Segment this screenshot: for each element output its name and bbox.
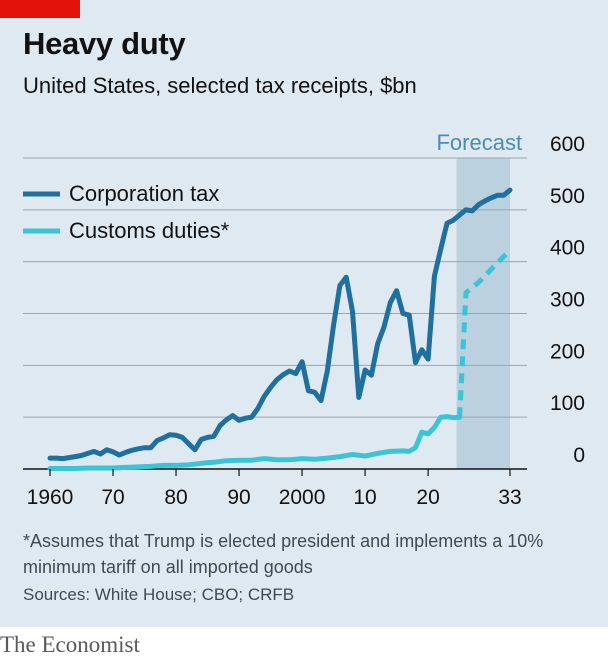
- x-tick-label-1960: 1960: [27, 486, 74, 509]
- footnote: *Assumes that Trump is elected president…: [23, 531, 544, 577]
- y-tick-label-200: 200: [550, 340, 585, 363]
- series-line-1-history: [47, 414, 463, 471]
- line-chart: Forecast 0 100 200 300 400 500 600 1960 70 80 90 20…: [23, 130, 585, 509]
- chart-card: Heavy duty United States, selected tax r…: [0, 0, 608, 627]
- series-line-0-history: [47, 212, 463, 462]
- y-tick-label-600: 600: [550, 133, 585, 156]
- x-tick-label-2020: 20: [416, 486, 439, 509]
- x-tick-label-2000: 2000: [279, 486, 326, 509]
- economist-logo-text: The Economist: [0, 632, 140, 657]
- x-tick-label-1990: 90: [227, 486, 250, 509]
- chart-subtitle: United States, selected tax receipts, $b…: [23, 73, 417, 98]
- legend-label-1: Customs duties*: [69, 218, 230, 243]
- legend-label-0: Corporation tax: [69, 181, 219, 206]
- x-tick-label-1980: 80: [164, 486, 187, 509]
- brand-red-tag: [0, 0, 80, 18]
- y-tick-label-400: 400: [550, 237, 585, 260]
- y-tick-label-300: 300: [550, 289, 585, 312]
- series-line-0-forecast: [457, 187, 513, 218]
- y-tick-label-100: 100: [550, 392, 585, 415]
- chart-title: Heavy duty: [23, 26, 186, 61]
- y-tick-label-500: 500: [550, 185, 585, 208]
- x-tick-label-1970: 70: [101, 486, 124, 509]
- series-line-1-forecast: [457, 249, 512, 418]
- y-tick-label-0: 0: [573, 444, 585, 467]
- sources-line: Sources: White House; CBO; CRFB: [23, 585, 295, 604]
- forecast-label: Forecast: [436, 130, 522, 155]
- x-tick-label-2033: 33: [498, 486, 521, 509]
- x-tick-label-2010: 10: [353, 486, 376, 509]
